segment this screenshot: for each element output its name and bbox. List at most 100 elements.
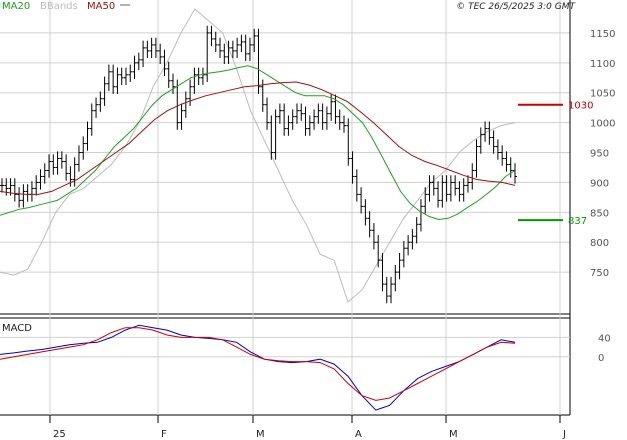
- price-bar: [273, 109, 278, 160]
- ma50-series: [0, 81, 516, 195]
- price-bar: [303, 106, 308, 136]
- price-bar: [136, 52, 141, 71]
- price-bar: [0, 178, 4, 193]
- macd-y-tick-label: 40: [598, 333, 611, 344]
- price-bar: [141, 40, 146, 68]
- price-bar: [444, 175, 449, 202]
- x-tick-label: M: [256, 429, 265, 440]
- price-bar: [465, 175, 470, 193]
- price-bar: [448, 175, 453, 202]
- price-bar: [470, 163, 475, 190]
- price-bar: [453, 175, 458, 196]
- price-bar: [235, 37, 240, 59]
- price-bar: [371, 223, 376, 250]
- price-bar: [123, 67, 128, 85]
- chart-legend: MA20 BBands MA50: [0, 1, 130, 12]
- price-bar: [115, 67, 120, 94]
- price-bar: [55, 151, 60, 175]
- price-bar: [376, 235, 381, 268]
- price-bar: [213, 31, 218, 53]
- legend-swatch-ma20: [0, 2, 8, 8]
- y-tick-label: 900: [590, 178, 609, 189]
- price-bar: [350, 151, 355, 184]
- price-bar: [94, 97, 99, 118]
- price-bar: [269, 115, 274, 160]
- price-bar: [397, 253, 402, 280]
- price-bar: [282, 103, 287, 136]
- price-bar: [68, 166, 73, 187]
- price-bar: [354, 169, 359, 202]
- price-bar: [209, 25, 214, 47]
- price-bar: [51, 154, 56, 175]
- price-bar: [192, 67, 197, 94]
- price-bar: [29, 181, 34, 202]
- price-bar: [149, 37, 154, 59]
- price-bar: [102, 76, 107, 106]
- price-bar: [478, 127, 483, 154]
- price-bar: [218, 37, 223, 59]
- price-bar: [98, 91, 103, 112]
- price-bar: [145, 40, 150, 59]
- macd-grid: 40 0: [0, 333, 611, 364]
- price-bar: [230, 40, 235, 59]
- price-bar: [247, 37, 252, 62]
- price-bar: [25, 184, 30, 202]
- price-bar: [153, 37, 158, 59]
- x-tick-label: M: [449, 429, 458, 440]
- y-tick-label: 1100: [590, 59, 615, 70]
- price-bar: [89, 103, 94, 136]
- price-bar: [200, 67, 205, 85]
- x-tick-label: A: [355, 429, 362, 440]
- macd-panel-label: MACD: [2, 323, 32, 334]
- price-bar: [500, 145, 505, 166]
- ma20-series: [0, 65, 516, 221]
- price-bar: [47, 154, 52, 178]
- price-bar: [226, 40, 231, 65]
- macd-line-signal: [0, 327, 516, 401]
- x-tick-label: 25: [53, 429, 66, 440]
- y-tick-label: 950: [590, 149, 609, 160]
- y-tick-label: 1050: [590, 89, 615, 100]
- legend-ma50: MA50: [87, 1, 115, 12]
- macd-line-macd: [0, 324, 516, 411]
- price-bar: [132, 55, 137, 79]
- price-bar: [171, 73, 175, 94]
- axes: 25 F M A M J: [49, 415, 566, 440]
- price-bar: [406, 235, 411, 256]
- price-bar: [513, 163, 517, 184]
- price-bar: [12, 178, 17, 202]
- price-bar: [256, 28, 261, 94]
- price-bar: [423, 187, 428, 214]
- price-bar: [346, 118, 351, 166]
- price-bar: [85, 121, 90, 151]
- price-bar: [222, 43, 227, 65]
- price-bar: [179, 103, 184, 130]
- price-bar: [320, 103, 325, 130]
- price-bar: [410, 229, 415, 250]
- price-annotations: 1030 837: [518, 101, 593, 227]
- ma50-line: [0, 81, 516, 195]
- price-bar: [324, 106, 329, 130]
- legend-bbands: BBands: [40, 1, 78, 12]
- price-bar: [239, 34, 244, 53]
- price-bar: [483, 121, 488, 142]
- price-bar: [38, 169, 43, 190]
- price-bar: [504, 151, 509, 172]
- price-bar: [158, 43, 163, 65]
- price-bar: [106, 64, 111, 91]
- price-bar: [277, 103, 282, 124]
- macd-y-tick-label: 0: [598, 353, 604, 364]
- macd-series: [0, 324, 516, 411]
- price-bar: [119, 67, 124, 85]
- price-bar: [389, 276, 394, 304]
- price-bar: [286, 115, 291, 136]
- legend-ma20: MA20: [2, 1, 30, 12]
- price-bar: [495, 139, 500, 160]
- price-bar: [359, 187, 364, 214]
- price-bar: [367, 211, 372, 238]
- price-bar: [393, 264, 398, 292]
- price-bar: [337, 109, 342, 130]
- y-tick-label: 750: [590, 268, 609, 279]
- price-bar: [162, 49, 167, 76]
- source-credit: © TEC 26/5/2025 3:0 GMT: [456, 2, 576, 12]
